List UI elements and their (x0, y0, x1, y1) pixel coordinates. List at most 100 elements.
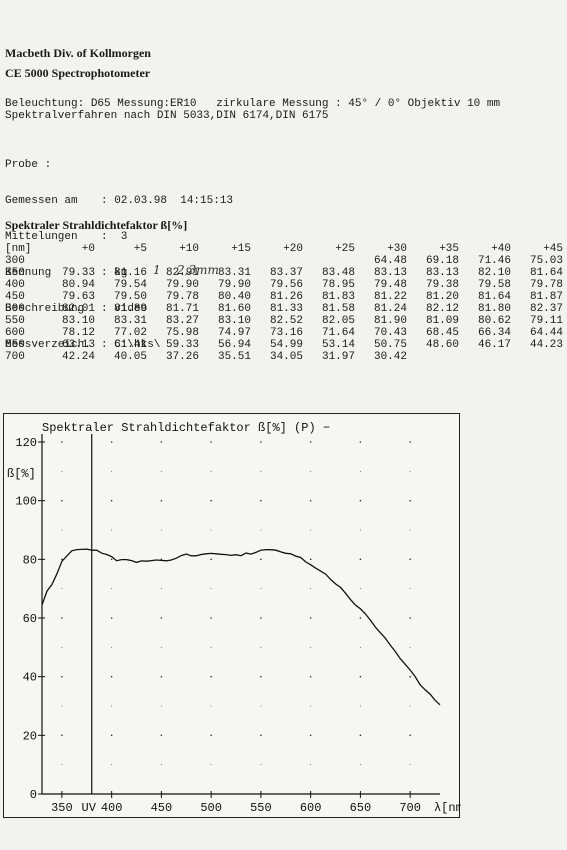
table-cell-value: 82.91 (165, 267, 199, 279)
grid-dot (110, 734, 113, 737)
grid-dot (409, 499, 411, 502)
table-header-offset: +45 (543, 243, 563, 255)
grid-dot (61, 705, 63, 707)
table-cell-value: 83.10 (217, 315, 251, 327)
table-cell-value: 30.42 (373, 351, 407, 363)
table-cell-wavelength: 550 (5, 315, 25, 327)
grid-dot (61, 529, 63, 531)
table-cell-value (251, 255, 303, 267)
grid-dot (110, 675, 113, 678)
table-cell-value: 68.45 (425, 327, 459, 339)
probe-field-value: : 3 (101, 231, 128, 243)
grid-dot (310, 764, 312, 766)
table-cell-value: 46.17 (477, 339, 511, 351)
probe-field-label: Messverzeich. (5, 339, 91, 351)
table-cell-value: 71.64 (321, 327, 355, 339)
grid-dot (111, 646, 113, 648)
table-cell-value: 42.24 (61, 351, 95, 363)
grid-dot (210, 734, 212, 737)
table-cell-value (199, 255, 251, 267)
table-cell-value: 64.44 (529, 327, 563, 339)
table-cell-value: 79.54 (113, 279, 147, 291)
grid-dot (160, 675, 163, 678)
table-cell-value: 56.94 (217, 339, 251, 351)
table-header-offset: +40 (491, 243, 511, 255)
table-cell-value: 82.12 (425, 303, 459, 315)
table-cell-value: 69.18 (425, 255, 459, 267)
grid-dot (210, 675, 212, 678)
table-cell-value: 74.97 (217, 327, 251, 339)
probe-field: Messverzeich.: C:\hks\ (5, 339, 160, 351)
table-cell-value: 80.40 (217, 291, 251, 303)
grid-dot (160, 764, 162, 766)
grid-dot (111, 470, 113, 472)
table-cell-value: 35.51 (217, 351, 251, 363)
x-axis-label: λ[nm] (434, 801, 461, 815)
grid-dot (210, 646, 212, 648)
grid-dot (359, 675, 362, 678)
probe-field-label: Beschreibung (5, 303, 85, 315)
table-cell-value: 81.87 (529, 291, 563, 303)
grid-dot (61, 675, 63, 678)
table-cell-value: 31.97 (321, 351, 355, 363)
grid-dot (61, 499, 63, 502)
grid-dot (210, 499, 212, 502)
grid-dot (210, 470, 212, 472)
grid-dot (409, 675, 411, 678)
x-tick-label: 500 (200, 801, 222, 815)
spectral-chart-svg: Spektraler Strahldichtefaktor ß[%] (P) −… (7, 421, 461, 815)
table-cell-value: 48.60 (425, 339, 459, 351)
table-header-offset: +10 (179, 243, 199, 255)
table-cell-value (407, 351, 459, 363)
grid-dot (111, 588, 113, 590)
grid-dot (260, 617, 262, 619)
grid-dot (309, 558, 312, 561)
probe-field-value: : 02.03.98 14:15:13 (101, 195, 234, 207)
grid-dot (160, 470, 162, 472)
probe-field-label: Kennung (5, 267, 52, 279)
grid-dot (160, 705, 162, 707)
table-cell-value: 83.10 (61, 315, 95, 327)
grid-dot (409, 588, 411, 590)
grid-dot (409, 470, 411, 472)
table-cell-value: 75.98 (165, 327, 199, 339)
probe-field: Gemessen am: 02.03.98 14:15:13 (5, 195, 233, 207)
table-header-offset: +25 (335, 243, 355, 255)
grid-dot (61, 441, 63, 443)
grid-dot (61, 646, 63, 648)
grid-dot (160, 588, 162, 590)
table-cell-value (95, 255, 147, 267)
table-cell-value: 81.22 (373, 291, 407, 303)
y-tick-label: 20 (23, 729, 37, 743)
probe-field-value: : video (101, 303, 148, 315)
table-cell-value: 82.10 (477, 267, 511, 279)
grid-dot (210, 441, 212, 443)
spectral-curve (41, 548, 441, 706)
grid-dot (110, 558, 113, 561)
grid-dot (61, 470, 63, 472)
table-cell-value: 83.13 (425, 267, 459, 279)
y-tick-label: 0 (30, 788, 37, 802)
grid-dot (260, 499, 262, 502)
x-tick-label: 600 (300, 801, 322, 815)
grid-dot (309, 617, 312, 619)
table-cell-value: 82.01 (61, 303, 95, 315)
spectral-table-title: Spektraler Strahldichtefaktor ß[%] (5, 218, 188, 232)
grid-dot (260, 470, 262, 472)
table-header-offset: +20 (283, 243, 303, 255)
table-row: 650 63.13 61.41 59.33 56.94 54.99 53.14 50.75 48… (5, 339, 563, 351)
table-cell-value: 83.31 (113, 315, 147, 327)
company-name: Macbeth Div. of Kollmorgen (5, 46, 151, 60)
table-cell-value: 70.43 (373, 327, 407, 339)
table-cell-value: 81.09 (425, 315, 459, 327)
grid-dot (160, 617, 163, 619)
table-cell-value: 83.13 (373, 267, 407, 279)
table-header-unit: [nm] (5, 243, 32, 255)
grid-dot (310, 529, 312, 531)
table-cell-value: 80.94 (61, 279, 95, 291)
probe-field: Mittelungen: 3 (5, 231, 127, 243)
table-cell-value (147, 255, 199, 267)
instrument-name: CE 5000 Spectrophotometer (5, 66, 151, 80)
table-row: 550 83.10 83.31 83.27 83.10 82.52 82.05 81.90 81… (5, 315, 563, 327)
table-cell-wavelength: 450 (5, 291, 25, 303)
